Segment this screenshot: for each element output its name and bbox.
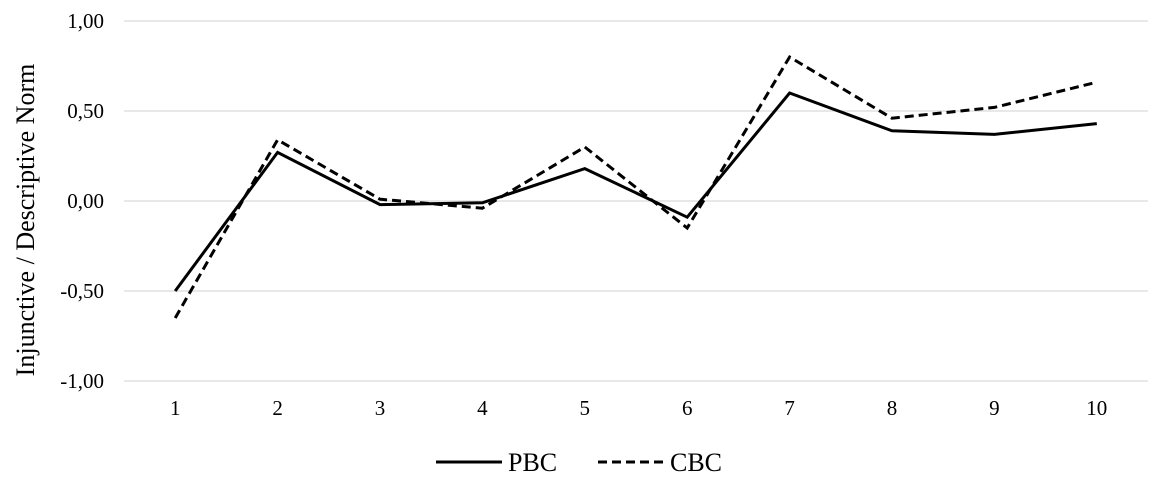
x-tick-label: 7 [784,396,795,420]
y-axis-ticks: 1,00 0,50 0,00 -0,50 -1,00 [60,9,104,393]
x-tick-label: 2 [272,396,283,420]
y-axis-title: Injunctive / Descriptive Norm [11,64,40,377]
series-line-pbc [173,91,1097,292]
x-tick-label: 8 [887,396,898,420]
y-tick-label: -1,00 [60,369,104,393]
legend-label-pbc: PBC [508,448,557,477]
legend-label-cbc: CBC [670,448,722,477]
y-tick-label: 0,50 [67,99,104,123]
x-tick-label: 3 [375,396,386,420]
series-line-cbc [173,54,1098,319]
x-tick-label: 10 [1086,396,1107,420]
x-tick-label: 1 [170,396,181,420]
x-tick-label: 9 [989,396,1000,420]
y-tick-label: -0,50 [60,279,104,303]
x-tick-label: 4 [477,396,488,420]
y-tick-label: 1,00 [67,9,104,33]
x-tick-label: 5 [580,396,591,420]
gridlines [124,20,1148,382]
y-tick-label: 0,00 [67,189,104,213]
legend: PBC CBC [436,448,722,477]
x-axis-ticks: 1 2 3 4 5 6 7 8 9 10 [170,396,1107,420]
series-lines [173,54,1098,319]
x-tick-label: 6 [682,396,693,420]
